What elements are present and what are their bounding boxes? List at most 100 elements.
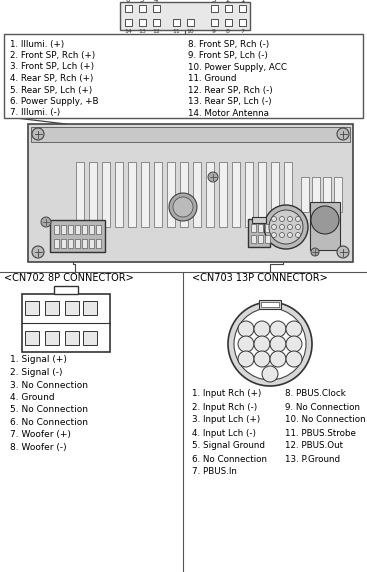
Text: 7. PBUS.In: 7. PBUS.In <box>192 467 237 476</box>
Text: 1: 1 <box>240 0 244 3</box>
Text: 2: 2 <box>226 0 230 3</box>
Text: 12: 12 <box>241 356 250 362</box>
Text: 6: 6 <box>276 341 280 347</box>
Bar <box>180 162 188 227</box>
Circle shape <box>272 224 276 229</box>
Text: 2. Signal (-): 2. Signal (-) <box>10 368 62 377</box>
Bar <box>265 235 270 243</box>
Text: 12. Rear SP, Rch (-): 12. Rear SP, Rch (-) <box>188 85 273 94</box>
Circle shape <box>337 128 349 140</box>
Text: 14: 14 <box>124 29 132 34</box>
Text: 10. No Connection: 10. No Connection <box>285 415 366 424</box>
Text: 6: 6 <box>126 0 130 3</box>
Text: 5. Rear SP, Lch (+): 5. Rear SP, Lch (+) <box>10 85 92 94</box>
Text: 11: 11 <box>172 29 180 34</box>
Bar <box>82 225 87 234</box>
Text: 9. No Connection: 9. No Connection <box>285 403 360 411</box>
Text: 3. No Connection: 3. No Connection <box>10 380 88 390</box>
Circle shape <box>254 351 270 367</box>
Text: 7: 7 <box>29 304 35 312</box>
Bar <box>225 19 232 26</box>
Circle shape <box>228 302 312 386</box>
Text: 2: 2 <box>276 326 280 332</box>
Bar <box>239 5 246 12</box>
Text: 5: 5 <box>292 341 296 347</box>
Bar <box>65 331 79 345</box>
Circle shape <box>269 210 303 244</box>
Bar <box>125 5 132 12</box>
Circle shape <box>295 232 301 237</box>
Bar <box>173 19 180 26</box>
Circle shape <box>238 321 254 337</box>
Circle shape <box>169 193 197 221</box>
Bar <box>65 301 79 315</box>
Circle shape <box>41 217 51 227</box>
Text: 10: 10 <box>273 356 283 362</box>
Circle shape <box>32 246 44 258</box>
Circle shape <box>286 321 302 337</box>
Bar <box>232 162 240 227</box>
Text: 8. PBUS.Clock: 8. PBUS.Clock <box>285 390 346 399</box>
Text: 10. Power Supply, ACC: 10. Power Supply, ACC <box>188 62 287 72</box>
Bar <box>28 124 353 262</box>
Bar <box>258 235 263 243</box>
Bar <box>115 162 123 227</box>
Circle shape <box>295 216 301 221</box>
Bar <box>323 177 331 212</box>
Bar <box>83 301 97 315</box>
Text: 4. Input Lch (-): 4. Input Lch (-) <box>192 428 256 438</box>
Bar <box>89 225 94 234</box>
Bar <box>45 301 59 315</box>
Circle shape <box>270 336 286 352</box>
Bar <box>54 239 59 248</box>
Text: 3. Input Lch (+): 3. Input Lch (+) <box>192 415 260 424</box>
Circle shape <box>254 321 270 337</box>
Text: 1. Illumi. (+): 1. Illumi. (+) <box>10 39 64 49</box>
Text: 4: 4 <box>244 326 248 332</box>
Text: 11. PBUS.Strobe: 11. PBUS.Strobe <box>285 428 356 438</box>
Text: 4: 4 <box>154 0 158 3</box>
Text: 1: 1 <box>87 304 92 312</box>
Circle shape <box>238 351 254 367</box>
Bar <box>25 301 39 315</box>
Text: 6. Power Supply, +B: 6. Power Supply, +B <box>10 97 98 106</box>
Bar <box>61 239 66 248</box>
Bar <box>187 19 194 26</box>
Text: 11: 11 <box>258 356 266 362</box>
Text: 13. P.Ground: 13. P.Ground <box>285 455 340 463</box>
Bar <box>75 225 80 234</box>
Bar <box>82 239 87 248</box>
Bar <box>271 162 279 227</box>
Circle shape <box>311 248 319 256</box>
Text: 7: 7 <box>240 29 244 34</box>
Text: 2. Front SP, Rch (+): 2. Front SP, Rch (+) <box>10 51 95 60</box>
Bar <box>211 5 218 12</box>
Text: 5: 5 <box>140 0 144 3</box>
Text: 9: 9 <box>212 29 216 34</box>
Text: 1. Signal (+): 1. Signal (+) <box>10 356 67 364</box>
Bar <box>219 162 227 227</box>
Bar <box>83 331 97 345</box>
Bar <box>128 162 136 227</box>
Circle shape <box>286 336 302 352</box>
Text: 6: 6 <box>49 333 55 343</box>
Bar <box>206 162 214 227</box>
Bar <box>96 239 101 248</box>
Text: 13. Rear SP, Lch (-): 13. Rear SP, Lch (-) <box>188 97 272 106</box>
Text: 3: 3 <box>260 326 264 332</box>
Bar <box>312 177 320 212</box>
Bar <box>75 239 80 248</box>
Text: 8: 8 <box>226 29 230 34</box>
Circle shape <box>173 197 193 217</box>
Bar <box>225 5 232 12</box>
Bar <box>50 220 105 252</box>
Bar <box>22 294 110 352</box>
Bar <box>61 225 66 234</box>
Bar <box>239 19 246 26</box>
Circle shape <box>254 336 270 352</box>
Text: 6. No Connection: 6. No Connection <box>10 418 88 427</box>
Text: 8. Front SP, Rch (-): 8. Front SP, Rch (-) <box>188 39 269 49</box>
Circle shape <box>272 216 276 221</box>
Bar <box>261 302 279 307</box>
Bar <box>54 225 59 234</box>
